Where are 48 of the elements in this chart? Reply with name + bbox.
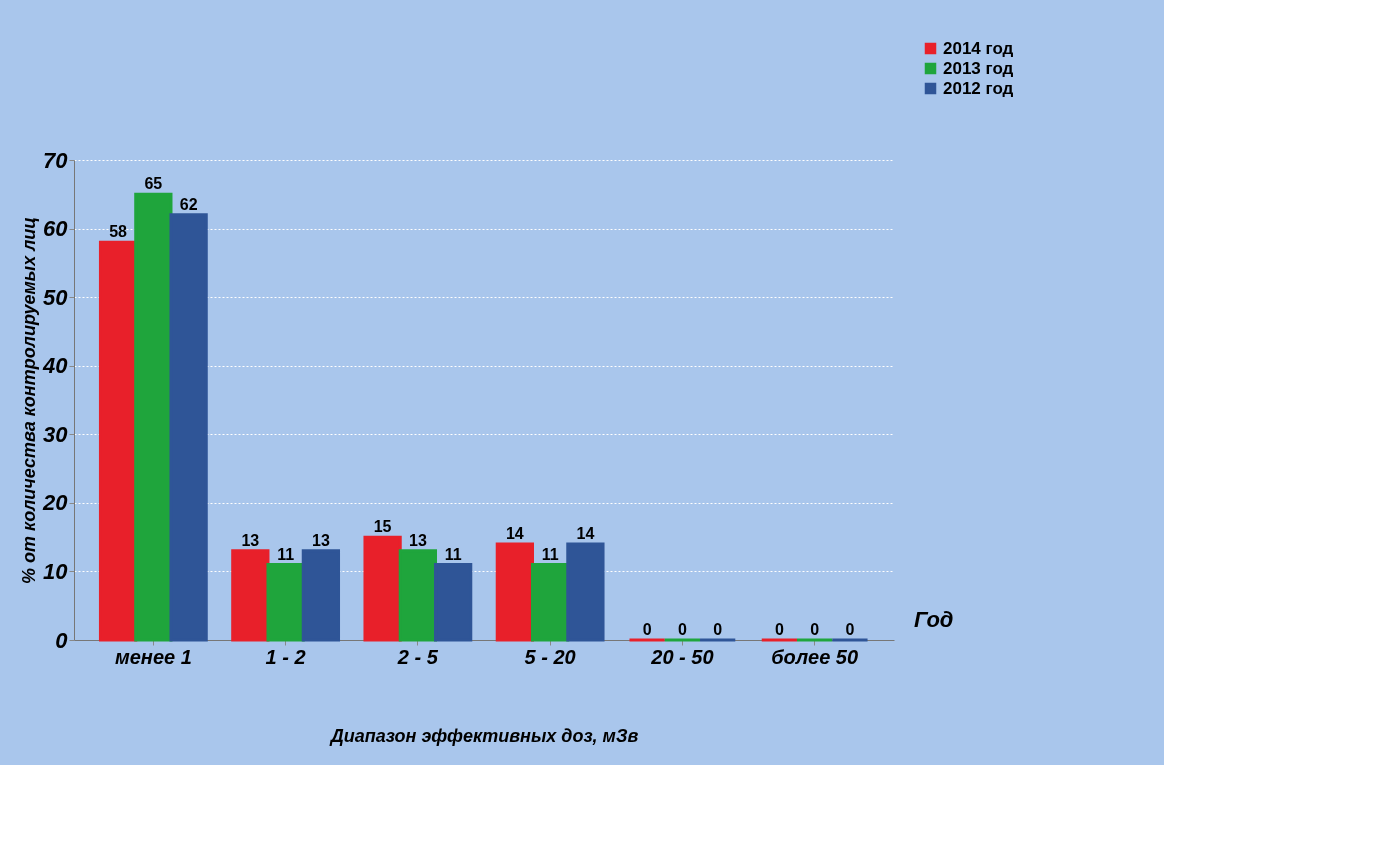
y-axis-title: % от количества контролируемых лиц — [19, 217, 40, 584]
data-label: 13 — [311, 531, 330, 549]
x-tick-label: 5 - 20 — [524, 645, 576, 668]
data-label: 0 — [642, 621, 652, 638]
legend-label: 2013 год — [943, 58, 1014, 78]
y-tick-label: 70 — [43, 147, 69, 173]
data-label: 0 — [810, 621, 820, 638]
data-label: 11 — [444, 545, 462, 563]
y-tick-label: 40 — [42, 353, 69, 379]
data-label: 65 — [144, 175, 163, 193]
data-label: 0 — [677, 621, 687, 638]
x-tick-label: 20 - 50 — [650, 645, 714, 668]
data-label: 0 — [845, 621, 855, 638]
data-label: 62 — [179, 195, 198, 213]
bar — [566, 542, 605, 642]
data-label: 13 — [241, 531, 260, 549]
x-tick-label: 2 - 5 — [396, 645, 439, 668]
data-label: 15 — [373, 518, 392, 536]
bar — [169, 213, 208, 642]
x-axis-title: Диапазон эффективных доз, мЗв — [328, 725, 639, 746]
y-tick-label: 60 — [43, 216, 69, 242]
legend-label: 2012 год — [943, 78, 1014, 98]
bar — [301, 549, 341, 642]
legend-label: 2014 год — [943, 38, 1014, 58]
bar — [495, 542, 534, 642]
bar — [363, 535, 402, 642]
bar — [398, 549, 438, 642]
y-tick-label: 20 — [42, 490, 69, 516]
data-label: 11 — [277, 545, 295, 563]
text: Год — [914, 607, 954, 632]
data-label: 11 — [541, 545, 559, 563]
y-tick-label: 0 — [55, 627, 69, 653]
y-tick-label: 10 — [43, 558, 69, 584]
data-label: 14 — [576, 525, 595, 542]
data-label: 13 — [408, 531, 427, 549]
bar — [266, 563, 305, 642]
data-label: 0 — [774, 621, 784, 638]
x-tick-label: более 50 — [771, 645, 859, 668]
y-tick-label: 50 — [43, 284, 69, 310]
bar — [231, 549, 270, 642]
data-label: 0 — [713, 621, 723, 638]
bar — [134, 192, 173, 642]
y-tick-label: 30 — [43, 421, 69, 447]
x-tick-label: 1 - 2 — [265, 645, 306, 668]
data-label: 58 — [109, 223, 128, 241]
bar — [434, 563, 473, 642]
x-tick-label: менее 1 — [114, 645, 192, 668]
data-label: 14 — [505, 525, 524, 542]
